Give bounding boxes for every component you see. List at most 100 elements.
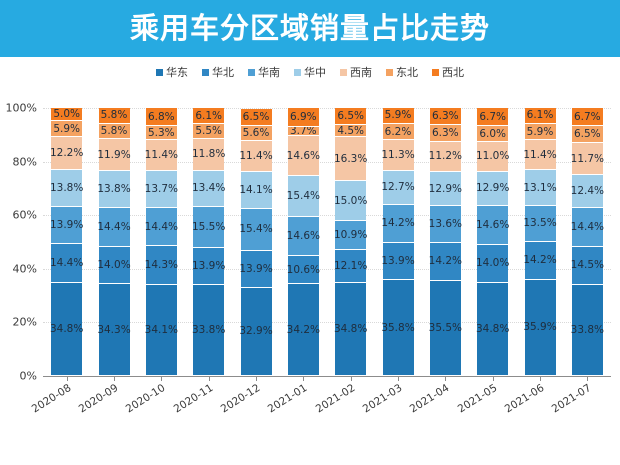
bar-segment-华南[interactable]: 15.5%	[192, 206, 225, 249]
bar-segment-华东[interactable]: 34.8%	[50, 282, 83, 376]
bar-segment-西北[interactable]: 5.9%	[382, 108, 414, 124]
bar-segment-华北[interactable]: 13.9%	[381, 242, 415, 281]
bar-segment-东北[interactable]: 6.3%	[429, 124, 461, 142]
bar-segment-华南[interactable]: 14.6%	[476, 206, 509, 246]
bar-segment-华北[interactable]: 12.1%	[334, 250, 367, 283]
bar-segment-东北[interactable]: 5.9%	[51, 121, 83, 138]
bar-segment-西北[interactable]: 6.1%	[524, 107, 556, 125]
bar-segment-华东[interactable]: 34.3%	[97, 284, 131, 376]
bar-segment-华南[interactable]: 14.4%	[571, 207, 604, 247]
bar-segment-华北[interactable]: 10.6%	[287, 255, 320, 285]
bar-segment-西南[interactable]: 11.0%	[476, 142, 509, 172]
bar-segment-华北[interactable]: 14.2%	[429, 242, 462, 281]
bar-segment-西北[interactable]: 6.5%	[335, 107, 367, 126]
bar-segment-华东[interactable]: 34.8%	[476, 282, 509, 376]
bar-segment-华东[interactable]: 34.2%	[287, 284, 320, 376]
bar-segment-西北[interactable]: 6.1%	[193, 108, 225, 125]
legend-item-华南[interactable]: 华南	[248, 64, 280, 80]
bar-segment-西北[interactable]: 6.3%	[429, 108, 461, 125]
bar-segment-华中[interactable]: 13.1%	[523, 170, 557, 206]
bar-segment-华中[interactable]: 12.4%	[571, 174, 604, 208]
bar-segment-华东[interactable]: 35.8%	[381, 280, 415, 376]
legend-item-西南[interactable]: 西南	[340, 64, 372, 80]
bar-segment-华南[interactable]: 14.2%	[381, 204, 415, 243]
stacked-bar[interactable]: 32.9% 13.9% 15.4% 14.1% 11.4% 5.6% 6.5%	[239, 108, 273, 376]
legend-item-华北[interactable]: 华北	[202, 64, 234, 80]
bar-segment-东北[interactable]: 3.7%	[287, 125, 319, 137]
stacked-bar[interactable]: 34.8% 12.1% 10.9% 15.0% 16.3% 4.5% 6.5%	[334, 107, 367, 376]
legend-item-西北[interactable]: 西北	[432, 64, 464, 80]
bar-segment-西南[interactable]: 11.3%	[381, 140, 415, 171]
bar-segment-华中[interactable]: 14.1%	[239, 171, 273, 210]
bar-segment-西南[interactable]: 11.4%	[145, 140, 178, 172]
bar-segment-西北[interactable]: 6.7%	[477, 108, 509, 126]
bar-segment-华东[interactable]: 34.1%	[145, 284, 178, 376]
bar-segment-华南[interactable]: 14.4%	[145, 207, 178, 247]
bar-segment-华南[interactable]: 15.4%	[239, 209, 273, 251]
legend-item-华东[interactable]: 华东	[156, 64, 188, 80]
bar-segment-华南[interactable]: 10.9%	[334, 221, 367, 251]
stacked-bar[interactable]: 34.2% 10.6% 14.6% 15.4% 14.6% 3.7% 6.9%	[287, 108, 320, 376]
bar-segment-华中[interactable]: 12.9%	[429, 171, 462, 207]
bar-segment-东北[interactable]: 6.0%	[477, 126, 509, 143]
bar-segment-华中[interactable]: 13.7%	[145, 171, 178, 208]
bar-segment-华南[interactable]: 13.6%	[429, 206, 462, 243]
bar-segment-西南[interactable]: 16.3%	[334, 137, 367, 181]
bar-segment-西北[interactable]: 5.8%	[98, 108, 130, 124]
stacked-bar[interactable]: 35.9% 14.2% 13.5% 13.1% 11.4% 5.9% 6.1%	[523, 107, 557, 376]
bar-segment-华南[interactable]: 14.4%	[97, 207, 131, 247]
stacked-bar[interactable]: 35.8% 13.9% 14.2% 12.7% 11.3% 6.2% 5.9%	[381, 108, 415, 376]
legend-item-华中[interactable]: 华中	[294, 64, 326, 80]
bar-segment-华东[interactable]: 32.9%	[239, 287, 273, 376]
bar-segment-东北[interactable]: 6.2%	[382, 123, 414, 141]
bar-segment-华中[interactable]: 15.0%	[334, 180, 367, 222]
bar-segment-东北[interactable]: 5.5%	[193, 124, 225, 140]
bar-segment-西南[interactable]: 11.8%	[192, 139, 225, 171]
bar-segment-华东[interactable]: 34.8%	[334, 282, 367, 376]
bar-segment-西南[interactable]: 11.2%	[429, 141, 462, 172]
stacked-bar[interactable]: 34.1% 14.3% 14.4% 13.7% 11.4% 5.3% 6.8%	[145, 108, 178, 376]
bar-segment-西北[interactable]: 6.7%	[571, 108, 603, 127]
bar-segment-西北[interactable]: 5.0%	[51, 108, 83, 122]
bar-segment-西北[interactable]: 6.5%	[240, 108, 272, 126]
bar-segment-华东[interactable]: 33.8%	[192, 285, 225, 376]
bar-segment-华北[interactable]: 14.0%	[476, 245, 509, 283]
stacked-bar[interactable]: 34.8% 14.0% 14.6% 12.9% 11.0% 6.0% 6.7%	[476, 108, 509, 376]
stacked-bar[interactable]: 33.8% 14.5% 14.4% 12.4% 11.7% 6.5% 6.7%	[571, 108, 604, 376]
bar-segment-华中[interactable]: 13.8%	[97, 171, 131, 208]
bar-segment-华中[interactable]: 13.8%	[50, 169, 83, 207]
bar-segment-东北[interactable]: 6.5%	[571, 126, 603, 144]
bar-segment-华北[interactable]: 13.9%	[192, 248, 225, 286]
bar-segment-华中[interactable]: 12.7%	[381, 170, 415, 205]
bar-segment-东北[interactable]: 4.5%	[335, 125, 367, 138]
bar-segment-华北[interactable]: 13.9%	[239, 250, 273, 288]
bar-segment-西南[interactable]: 14.6%	[287, 136, 320, 176]
bar-segment-东北[interactable]: 5.6%	[240, 125, 272, 141]
bar-segment-华中[interactable]: 12.9%	[476, 171, 509, 207]
bar-segment-华东[interactable]: 33.8%	[571, 285, 604, 376]
bar-segment-西北[interactable]: 6.9%	[287, 108, 319, 127]
bar-segment-华南[interactable]: 13.9%	[50, 206, 83, 245]
bar-segment-西南[interactable]: 11.7%	[571, 143, 604, 175]
bar-segment-华南[interactable]: 14.6%	[287, 216, 320, 256]
bar-segment-东北[interactable]: 5.3%	[145, 126, 177, 141]
bar-segment-东北[interactable]: 5.8%	[98, 123, 130, 140]
bar-segment-西南[interactable]: 11.9%	[97, 139, 131, 172]
bar-segment-华北[interactable]: 14.4%	[50, 244, 83, 283]
bar-segment-西南[interactable]: 11.4%	[523, 139, 557, 171]
bar-segment-华北[interactable]: 14.2%	[523, 241, 557, 280]
bar-segment-西南[interactable]: 11.4%	[239, 140, 273, 172]
stacked-bar[interactable]: 34.3% 14.0% 14.4% 13.8% 11.9% 5.8% 5.8%	[97, 108, 131, 376]
bar-segment-华北[interactable]: 14.5%	[571, 246, 604, 286]
bar-segment-华南[interactable]: 13.5%	[523, 205, 557, 242]
bar-segment-西北[interactable]: 6.8%	[145, 108, 177, 127]
bar-segment-华中[interactable]: 15.4%	[287, 175, 320, 217]
stacked-bar[interactable]: 34.8% 14.4% 13.9% 13.8% 12.2% 5.9% 5.0%	[50, 108, 83, 376]
bar-segment-华东[interactable]: 35.5%	[429, 280, 462, 376]
bar-segment-华北[interactable]: 14.3%	[145, 246, 178, 285]
bar-segment-东北[interactable]: 5.9%	[524, 124, 556, 140]
stacked-bar[interactable]: 33.8% 13.9% 15.5% 13.4% 11.8% 5.5% 6.1%	[192, 108, 225, 376]
legend-item-东北[interactable]: 东北	[386, 64, 418, 80]
bar-segment-西南[interactable]: 12.2%	[50, 137, 83, 170]
bar-segment-华东[interactable]: 35.9%	[523, 279, 557, 376]
